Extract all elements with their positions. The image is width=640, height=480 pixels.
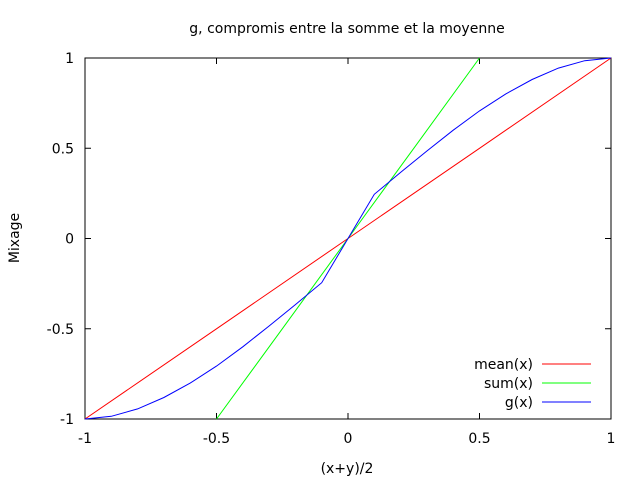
y-tick-label: 1 (65, 51, 74, 67)
legend-label: sum(x) (484, 376, 533, 392)
x-axis-label: (x+y)/2 (321, 461, 374, 477)
x-tick-label: 0 (344, 431, 353, 447)
y-tick-label: 0.5 (52, 141, 74, 157)
x-tick-label: -1 (78, 431, 92, 447)
x-tick-label: 1 (607, 431, 616, 447)
y-tick-label: -0.5 (47, 322, 74, 338)
x-tick-label: -0.5 (203, 431, 230, 447)
y-axis-label: Mixage (7, 213, 23, 263)
x-tick-label: 0.5 (468, 431, 490, 447)
y-tick-label: -1 (60, 412, 74, 428)
chart-title: g, compromis entre la somme et la moyenn… (189, 21, 504, 37)
legend: mean(x) sum(x) g(x) (474, 357, 591, 411)
y-tick-label: 0 (65, 232, 74, 248)
axis-ticks: -1 -0.5 0 0.5 1 1 0.5 0 -0.5 -1 (47, 51, 616, 447)
legend-label: g(x) (505, 395, 533, 411)
series-lines (84, 57, 612, 420)
legend-label: mean(x) (474, 357, 533, 373)
series-line-g-x (84, 57, 612, 420)
